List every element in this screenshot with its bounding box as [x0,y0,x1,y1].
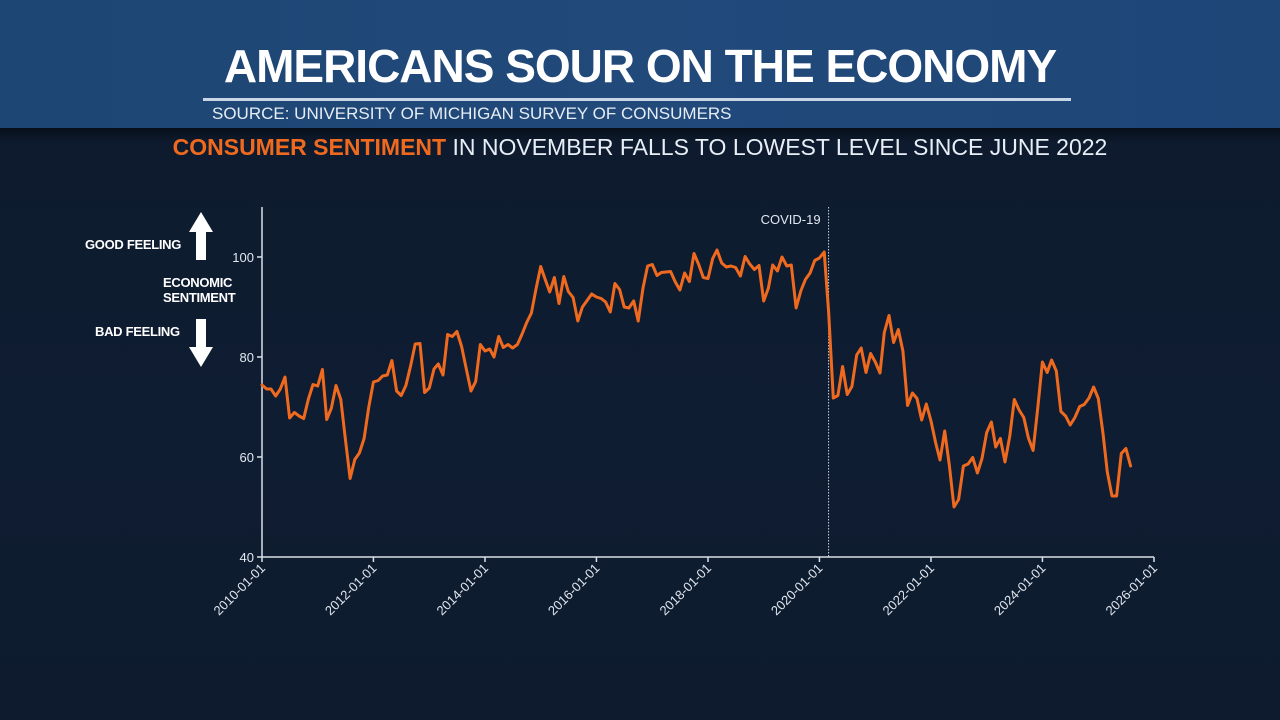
legend-good-feeling: GOOD FEELING [85,237,182,252]
arrow-up-icon [189,212,213,260]
y-tick-label: 60 [240,450,254,465]
page-title: AMERICANS SOUR ON THE ECONOMY [223,40,1057,92]
title-divider [203,98,1071,101]
x-tick-label: 2012-01-01 [322,561,380,619]
header-banner [0,0,1280,128]
chart-subtitle: CONSUMER SENTIMENT IN NOVEMBER FALLS TO … [0,133,1280,161]
y-tick-label: 40 [240,550,254,565]
subtitle-highlight: CONSUMER SENTIMENT [172,134,447,160]
covid-annotation-label: COVID-19 [761,212,821,227]
arrow-down-icon [189,319,213,367]
subtitle-rest: IN NOVEMBER FALLS TO LOWEST LEVEL SINCE … [446,134,1108,160]
source-line: SOURCE: UNIVERSITY OF MICHIGAN SURVEY OF… [212,104,732,123]
x-tick-label: 2020-01-01 [768,561,826,619]
x-tick-label: 2014-01-01 [433,561,491,619]
x-tick-label: 2018-01-01 [656,561,714,619]
y-tick-label: 80 [240,350,254,365]
legend-bad-feeling: BAD FEELING [95,324,180,339]
y-tick-label: 100 [232,250,254,265]
legend-sentiment: SENTIMENT [163,290,236,305]
x-tick-label: 2026-01-01 [1102,561,1160,619]
x-tick-label: 2010-01-01 [210,561,268,619]
x-tick-label: 2022-01-01 [879,561,937,619]
x-tick-label: 2016-01-01 [545,561,603,619]
x-tick-label: 2024-01-01 [991,561,1049,619]
legend-economic: ECONOMIC [163,275,233,290]
series-line-consumer-sentiment [260,248,1133,509]
header-shadow [0,128,1280,142]
